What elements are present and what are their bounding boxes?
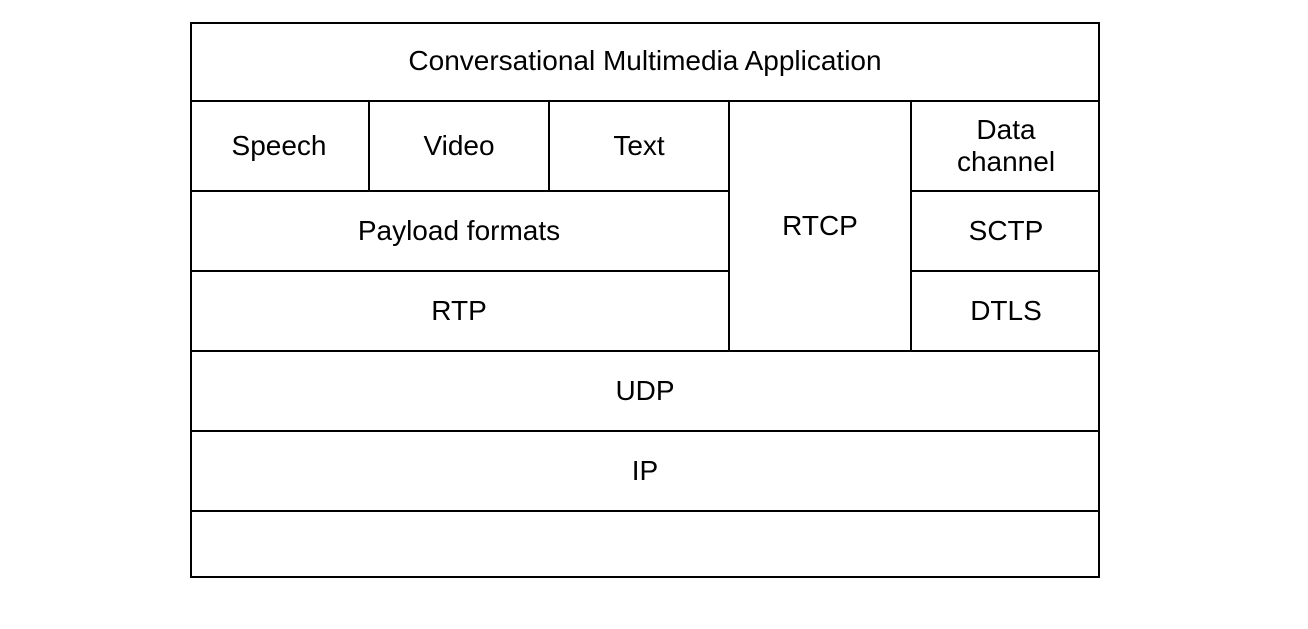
rtcp-label: RTCP [782,210,858,242]
payload-formats-label: Payload formats [358,215,560,247]
text-label: Text [613,130,664,162]
sctp-cell: SCTP [910,192,1100,272]
video-label: Video [423,130,494,162]
ip-cell: IP [190,432,1100,512]
dtls-cell: DTLS [910,272,1100,352]
application-label: Conversational Multimedia Application [408,45,881,77]
application-layer: Conversational Multimedia Application [190,22,1100,102]
ip-label: IP [632,455,658,487]
dtls-label: DTLS [970,295,1042,327]
rtcp-cell: RTCP [730,102,910,352]
data-channel-label: Data channel [957,114,1055,178]
speech-label: Speech [232,130,327,162]
rtp-cell: RTP [190,272,730,352]
protocol-stack-diagram: Conversational Multimedia Application Sp… [0,0,1308,629]
video-cell: Video [370,102,550,192]
payload-formats-cell: Payload formats [190,192,730,272]
speech-cell: Speech [190,102,370,192]
udp-cell: UDP [190,352,1100,432]
sctp-label: SCTP [969,215,1044,247]
text-cell: Text [550,102,730,192]
udp-label: UDP [615,375,674,407]
rtp-label: RTP [431,295,487,327]
data-channel-cell: Data channel [910,102,1100,192]
